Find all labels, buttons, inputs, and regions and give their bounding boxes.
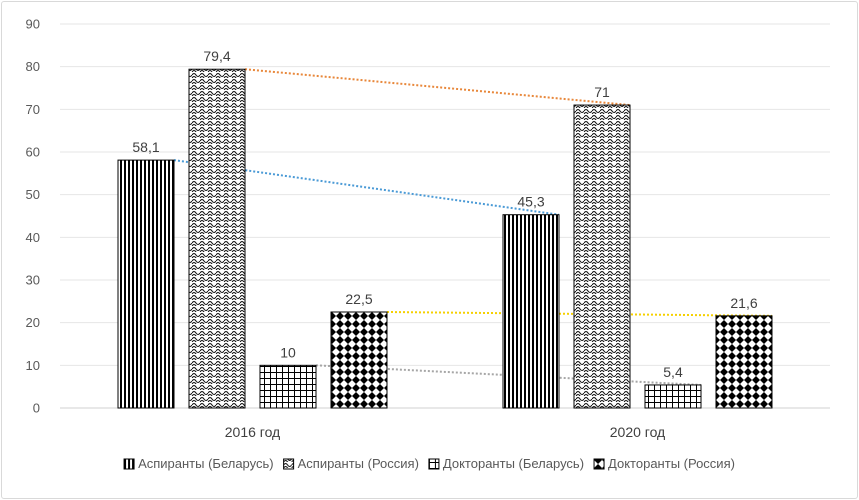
bar-аспиранты-россия-2016-год: [188, 68, 246, 409]
legend-item-докторанты-россия: Докторанты (Россия): [593, 456, 735, 471]
y-axis-ticks: 0 10 20 30 40 50 60 70 80 90: [26, 17, 40, 416]
trendlines: [173, 68, 773, 386]
data-label: 21,6: [730, 295, 757, 311]
legend-label: Докторанты (Россия): [608, 456, 735, 471]
data-label: 79,4: [203, 48, 230, 64]
legend-swatch: [593, 458, 605, 470]
data-label: 10: [280, 344, 296, 360]
legend-item-аспиранты-беларусь: Аспиранты (Беларусь): [123, 456, 274, 471]
bar-докторанты-беларусь-2016-год: [259, 364, 317, 409]
x-axis-categories: 2016 год 2020 год: [225, 424, 665, 440]
bar-аспиранты-беларусь-2020-год: [502, 214, 560, 409]
y-tick-label: 50: [26, 187, 40, 202]
y-tick-label: 90: [26, 17, 40, 32]
legend-swatch: [428, 458, 440, 470]
legend-item-аспиранты-россия: Аспиранты (Россия): [283, 456, 419, 471]
y-tick-label: 0: [33, 401, 40, 416]
bars: [117, 68, 773, 409]
data-labels: 58,1 45,3 79,4 71 10 5,4 22,5 21,6: [132, 48, 757, 380]
data-label: 71: [594, 84, 610, 100]
y-tick-label: 80: [26, 59, 40, 74]
y-tick-label: 30: [26, 273, 40, 288]
x-category-label: 2020 год: [610, 424, 665, 440]
bar-докторанты-беларусь-2020-год: [644, 384, 702, 409]
bar-аспиранты-россия-2020-год: [573, 104, 631, 409]
y-tick-label: 70: [26, 102, 40, 117]
legend: Аспиранты (Беларусь) Аспиранты (Россия) До…: [123, 456, 735, 471]
y-tick-label: 60: [26, 145, 40, 160]
gridlines: [60, 23, 830, 409]
bar-аспиранты-беларусь-2016-год: [117, 159, 175, 409]
bar-докторанты-россия-2020-год: [715, 315, 773, 409]
legend-label: Аспиранты (Беларусь): [138, 456, 274, 471]
x-category-label: 2016 год: [225, 424, 280, 440]
legend-label: Аспиранты (Россия): [298, 456, 419, 471]
y-tick-label: 10: [26, 358, 40, 373]
y-tick-label: 40: [26, 230, 40, 245]
data-label: 45,3: [517, 194, 544, 210]
data-label: 58,1: [132, 139, 159, 155]
legend-swatch: [283, 458, 295, 470]
y-tick-label: 20: [26, 315, 40, 330]
data-label: 5,4: [663, 364, 683, 380]
legend-label: Докторанты (Беларусь): [443, 456, 584, 471]
data-label: 22,5: [345, 291, 372, 307]
bar-докторанты-россия-2016-год: [330, 311, 388, 409]
legend-swatch: [123, 458, 135, 470]
legend-item-докторанты-беларусь: Докторанты (Беларусь): [428, 456, 584, 471]
trendline-аспиранты-россия: [244, 68, 631, 107]
